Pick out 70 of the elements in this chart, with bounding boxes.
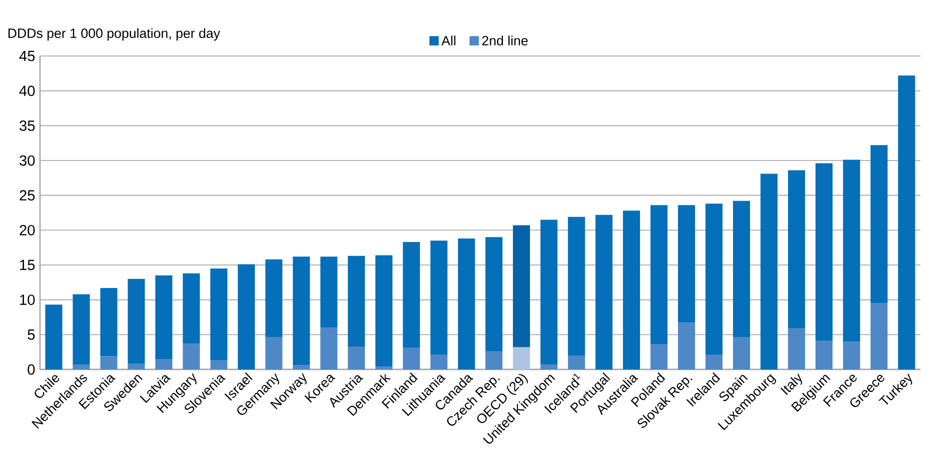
bar	[348, 256, 365, 347]
bar	[45, 304, 62, 370]
bar	[100, 288, 118, 356]
y-axis-title: DDDs per 1 000 population, per day	[8, 28, 220, 41]
bar	[210, 360, 228, 370]
bar	[320, 256, 338, 328]
bar	[402, 242, 420, 348]
bar	[485, 351, 502, 370]
bar	[238, 264, 255, 370]
bar	[705, 354, 723, 370]
y-tick-label: 15	[20, 260, 35, 270]
bar	[788, 328, 806, 370]
bar	[72, 364, 90, 370]
bar	[816, 340, 833, 370]
bar	[320, 328, 338, 370]
bar	[650, 344, 668, 370]
bar	[705, 204, 723, 355]
bar	[292, 256, 310, 366]
y-tick-label: 0	[28, 364, 35, 375]
bar	[128, 364, 145, 370]
bar	[898, 76, 916, 370]
bar	[595, 214, 612, 370]
bar	[485, 237, 502, 352]
bar	[265, 337, 282, 370]
bar	[182, 273, 200, 344]
bar	[458, 238, 475, 370]
bar	[568, 356, 585, 370]
y-tick-label: 10	[20, 294, 35, 306]
bar	[678, 322, 696, 370]
bar	[870, 145, 888, 304]
bar	[732, 200, 750, 338]
bar	[265, 259, 282, 338]
bar	[650, 205, 668, 344]
y-tick-label: 20	[20, 225, 35, 236]
y-tick-label: 5	[28, 330, 35, 340]
bar	[540, 364, 558, 370]
bar	[375, 366, 392, 370]
bar	[540, 220, 558, 365]
bar	[816, 163, 833, 341]
bar	[402, 348, 420, 370]
bar	[760, 174, 778, 370]
bar	[430, 240, 448, 355]
bar	[72, 294, 90, 365]
bar	[348, 346, 365, 370]
legend-label: All	[441, 36, 456, 46]
y-tick-label: 30	[20, 155, 35, 166]
bar	[375, 255, 392, 367]
y-tick-label: 40	[19, 86, 35, 96]
bar	[100, 356, 118, 370]
bar	[512, 225, 530, 348]
bar	[155, 359, 172, 370]
bar	[292, 365, 310, 370]
y-tick-label: 35	[20, 120, 35, 131]
bar	[210, 268, 228, 360]
bar	[512, 347, 530, 370]
y-tick-label: 45	[19, 50, 35, 62]
bar	[568, 216, 585, 356]
bar	[870, 303, 888, 370]
y-tick-label: 25	[20, 190, 35, 201]
bar	[155, 276, 172, 360]
bar	[843, 160, 860, 342]
bar	[128, 278, 145, 364]
bar	[843, 342, 860, 370]
legend-label: 2nd line	[482, 36, 528, 46]
bar	[788, 170, 806, 328]
bar	[678, 205, 696, 323]
bar	[622, 210, 640, 370]
bar	[732, 337, 750, 370]
bar	[430, 354, 448, 370]
bar	[182, 344, 200, 370]
